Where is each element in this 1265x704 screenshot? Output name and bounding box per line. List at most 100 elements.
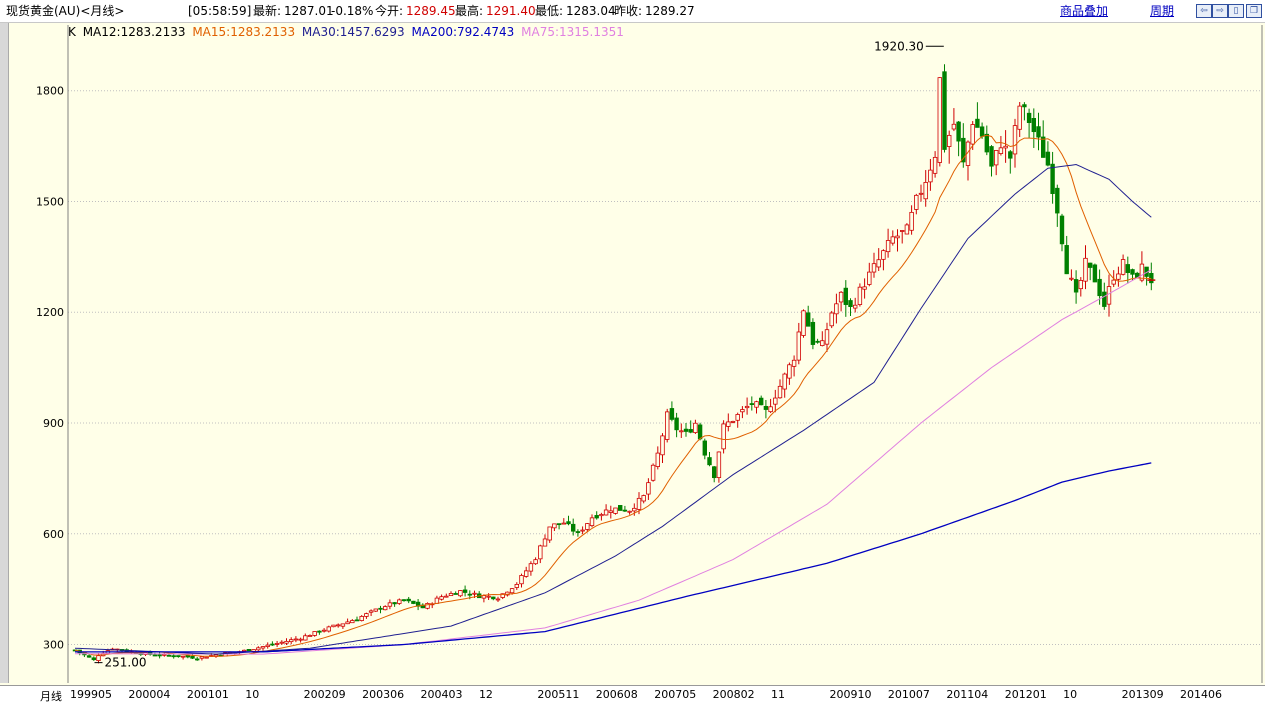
y-tick-1200: 1200 bbox=[36, 306, 64, 319]
candle-body bbox=[96, 655, 101, 661]
y-tick-600: 600 bbox=[43, 528, 64, 541]
candle-body bbox=[979, 126, 985, 137]
back-icon[interactable]: ⇦ bbox=[1196, 4, 1212, 18]
open-label: 今开: bbox=[375, 4, 404, 18]
candle-body bbox=[256, 647, 261, 651]
period-label: 月线 bbox=[40, 690, 62, 703]
left-tab-strip[interactable] bbox=[0, 23, 9, 683]
legend-ma12: MA12:1283.2133 bbox=[82, 25, 186, 39]
restore-icon[interactable]: ❐ bbox=[1246, 4, 1262, 18]
forward-icon[interactable]: ⇨ bbox=[1212, 4, 1228, 18]
candle-body bbox=[354, 619, 360, 622]
candle-body bbox=[632, 507, 637, 512]
candle-body bbox=[838, 291, 844, 303]
candle-body bbox=[1069, 277, 1074, 280]
candle-body bbox=[204, 656, 209, 659]
candle-body bbox=[890, 236, 895, 244]
candle-body bbox=[1111, 279, 1116, 285]
candle-body bbox=[458, 590, 463, 597]
ma30-line bbox=[74, 163, 1152, 655]
candle-body bbox=[712, 466, 717, 479]
candle-body bbox=[345, 621, 350, 625]
candle-body bbox=[730, 420, 736, 423]
y-tick-1800: 1800 bbox=[36, 85, 64, 98]
candle-body bbox=[1130, 269, 1135, 275]
candle-body bbox=[942, 71, 947, 150]
candlestick-chart[interactable]: 300 600 900 1200 1500 1800 1920.30 251.00 bbox=[0, 23, 1265, 685]
y-tick-1500: 1500 bbox=[36, 195, 64, 208]
candle-body bbox=[575, 531, 581, 533]
candle-body bbox=[509, 588, 515, 594]
candle-body bbox=[932, 156, 938, 174]
x-tick-label: 201007 bbox=[887, 688, 930, 701]
candle-body bbox=[820, 340, 825, 347]
ma-lines bbox=[74, 134, 1152, 657]
candle-body bbox=[688, 429, 693, 433]
x-tick-label: 12 bbox=[478, 688, 493, 701]
candle-body bbox=[401, 599, 407, 602]
candle-body bbox=[1050, 163, 1055, 194]
candle-body bbox=[1064, 245, 1069, 275]
period-link[interactable]: 周期 bbox=[1150, 4, 1175, 18]
panel-icon[interactable]: ▯ bbox=[1228, 4, 1244, 18]
x-tick-label: 200910 bbox=[829, 688, 872, 701]
x-tick-label: 200209 bbox=[303, 688, 346, 701]
candle-body bbox=[1120, 259, 1126, 275]
candle-body bbox=[1073, 279, 1079, 293]
candle-body bbox=[923, 182, 928, 200]
candle-body bbox=[1022, 104, 1027, 108]
candle-body bbox=[862, 286, 867, 290]
candle-body bbox=[970, 124, 975, 145]
candle-body bbox=[331, 624, 336, 628]
high-value: 1291.40 bbox=[486, 4, 536, 18]
candle-body bbox=[317, 630, 322, 633]
candle-body bbox=[895, 235, 900, 239]
candle-body bbox=[303, 635, 308, 641]
candle-body bbox=[171, 655, 176, 658]
x-tick-label: 200306 bbox=[362, 688, 405, 701]
candle-body bbox=[1092, 264, 1098, 283]
candle-body bbox=[918, 192, 924, 195]
x-tick-label: 201406 bbox=[1180, 688, 1222, 701]
candle-body bbox=[368, 610, 374, 613]
candle-body bbox=[519, 575, 524, 585]
candle-body bbox=[514, 584, 519, 588]
y-tick-300: 300 bbox=[43, 639, 64, 652]
candle-body bbox=[801, 310, 806, 336]
overlay-link[interactable]: 商品叠加 bbox=[1060, 4, 1109, 18]
candle-body bbox=[1088, 262, 1093, 268]
legend-ma75: MA75:1315.1351 bbox=[521, 25, 624, 39]
candle-body bbox=[190, 655, 195, 659]
candle-body bbox=[749, 403, 754, 405]
candle-body bbox=[265, 644, 270, 647]
candle-body bbox=[350, 620, 355, 624]
time-label: [05:58:59] bbox=[188, 4, 252, 18]
candle-body bbox=[636, 497, 642, 510]
candle-body bbox=[194, 658, 200, 661]
candle-body bbox=[359, 616, 364, 621]
candle-body bbox=[580, 529, 585, 532]
candle-body bbox=[571, 523, 576, 532]
candle-body bbox=[702, 440, 707, 456]
legend-prefix: K bbox=[68, 25, 76, 39]
candle-body bbox=[1139, 263, 1145, 281]
change-value: -0.18% bbox=[331, 4, 374, 18]
candle-body bbox=[91, 657, 96, 661]
candle-body bbox=[909, 211, 914, 231]
candle-body bbox=[364, 613, 369, 617]
candle-body bbox=[740, 409, 745, 413]
candle-body bbox=[241, 649, 247, 652]
candle-body bbox=[773, 397, 778, 405]
candle-body bbox=[166, 654, 172, 657]
candle-body bbox=[693, 422, 698, 434]
annotations: 1920.30 251.00 bbox=[94, 39, 1156, 670]
candle-body bbox=[444, 595, 449, 598]
candle-body bbox=[486, 595, 491, 598]
latest-value: 1287.01 bbox=[284, 4, 334, 18]
candle-body bbox=[251, 649, 256, 652]
candle-body bbox=[185, 654, 190, 658]
candle-body bbox=[472, 592, 477, 595]
candle-body bbox=[660, 435, 665, 456]
x-tick-label: 200403 bbox=[420, 688, 463, 701]
legend-ma15: MA15:1283.2133 bbox=[192, 25, 296, 39]
